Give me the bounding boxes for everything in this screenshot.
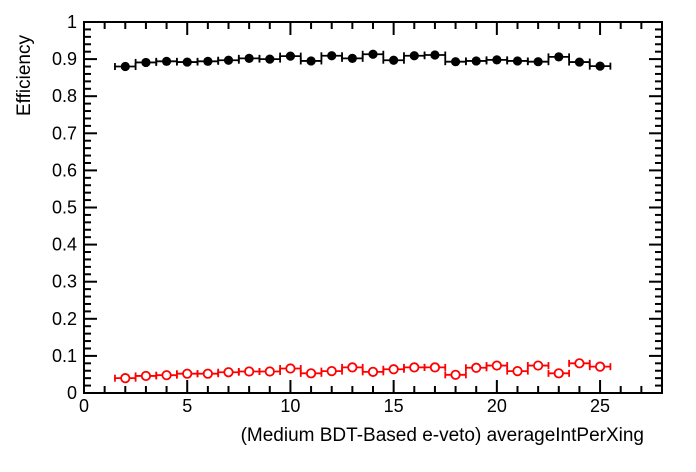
data-point-marker [450,369,461,380]
y-tick-label: 0.4 [52,235,77,255]
x-tick-label: 25 [590,396,610,416]
data-point-marker [367,366,379,377]
plot-frame [83,21,663,394]
y-tick-label: 0.7 [52,123,77,143]
data-point-marker [471,56,481,66]
data-point-marker [389,55,399,65]
data-point-marker [429,362,441,373]
data-point-marker [450,57,461,67]
data-point-marker [492,55,502,65]
data-point-marker [430,50,440,60]
data-point-marker [574,358,585,369]
y-tick-label: 0.3 [52,272,77,292]
axis-tick-labels: 0 5 10 15 20 25 0 0.1 0.2 0.3 0.4 0.5 0.6 0.7 0.8 0.9 1 [52,12,610,416]
data-point-marker [265,54,275,64]
data-point-marker [533,57,543,67]
data-point-marker [595,61,605,71]
data-point-marker [182,57,192,67]
y-tick-label: 0.9 [52,49,77,69]
data-point-marker [120,373,131,384]
data-point-marker [512,56,523,66]
data-point-marker [244,53,254,63]
y-tick-label: 0 [67,383,77,403]
data-point-marker [141,57,151,68]
data-series [114,49,612,384]
data-point-marker [347,362,358,373]
x-tick-label: 15 [384,396,404,416]
data-point-marker [594,361,606,372]
y-tick-label: 0.1 [52,346,77,366]
data-point-marker [409,362,420,373]
axis-ticks [83,21,663,394]
data-point-marker [574,57,585,67]
data-point-marker [285,363,296,374]
x-tick-label: 20 [487,396,507,416]
y-tick-label: 0.8 [52,86,77,106]
data-point-marker [182,368,193,379]
y-tick-label: 0.6 [52,160,77,180]
x-tick-label: 0 [79,396,89,416]
data-point-marker [388,364,399,375]
data-point-marker [120,61,130,72]
frame-border [83,21,663,394]
data-point-marker [202,368,213,379]
data-point-marker [244,366,255,377]
data-point-marker [533,360,544,371]
x-tick-label: 10 [280,396,300,416]
series-red-open-circles [114,358,612,384]
data-point-marker [347,53,357,63]
data-point-marker [368,49,378,59]
data-point-marker [223,367,234,378]
data-point-marker [326,366,337,377]
data-point-marker [203,56,213,66]
data-point-marker [264,366,275,377]
data-point-marker [285,51,296,61]
data-point-marker [409,51,419,61]
data-point-marker [554,52,564,62]
x-tick-label: 5 [182,396,192,416]
y-tick-label: 0.2 [52,309,77,329]
data-point-marker [512,366,523,377]
data-point-marker [327,51,337,61]
data-point-marker [491,360,502,371]
data-point-marker [161,370,172,381]
data-point-marker [140,370,152,382]
data-point-marker [305,368,317,379]
series-black-filled-circles [114,49,612,72]
data-point-marker [553,368,564,379]
data-point-marker [471,362,482,373]
data-point-marker [306,56,316,66]
data-point-marker [161,56,172,66]
y-tick-label: 0.5 [52,198,77,218]
data-point-marker [223,55,234,65]
y-axis-title: Efficiency [14,35,35,116]
y-tick-label: 1 [67,12,77,32]
x-axis-title: (Medium BDT-Based e-veto) averageIntPerX… [241,425,644,446]
